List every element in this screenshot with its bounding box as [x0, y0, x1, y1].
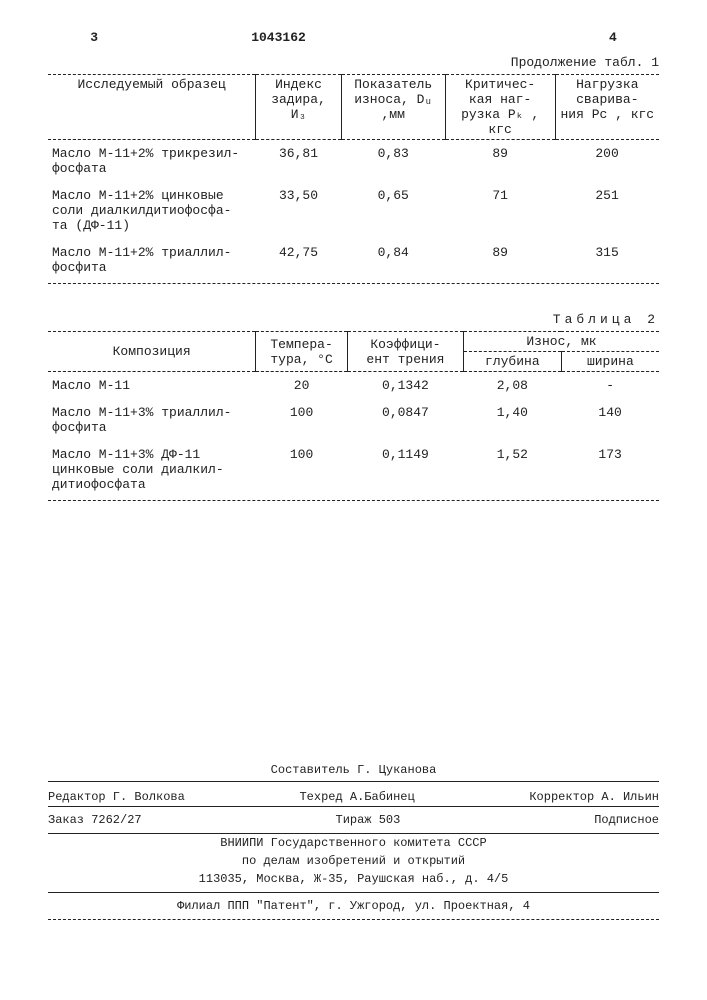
- table-row: Масло М-11+3% триаллил- фосфита 100 0,08…: [48, 399, 659, 441]
- t2-r1-c1: 100: [256, 399, 348, 441]
- page-left: 3: [48, 30, 98, 45]
- footer: Составитель Г. Цуканова Редактор Г. Волк…: [48, 761, 659, 920]
- t2-r1-c3: 1,40: [463, 399, 561, 441]
- table-row: Масло М-11+3% ДФ-11 цинковые соли диалки…: [48, 441, 659, 498]
- t2-r0-c1: 20: [256, 372, 348, 400]
- t2-r0-c2: 0,1342: [347, 372, 463, 400]
- t1-r2-c3: 89: [445, 239, 555, 281]
- t1-r1-c3: 71: [445, 182, 555, 239]
- t1-r1-c4: 251: [555, 182, 659, 239]
- doc-number: 1043162: [98, 30, 459, 45]
- footer-line1: ВНИИПИ Государственного комитета СССР: [48, 834, 659, 852]
- footer-tirazh: Тираж 503: [336, 811, 401, 829]
- footer-line2: по делам изобретений и открытий: [48, 852, 659, 870]
- t2-r2-c2: 0,1149: [347, 441, 463, 498]
- footer-composer: Составитель Г. Цуканова: [48, 761, 659, 779]
- t2-r0-c3: 2,08: [463, 372, 561, 400]
- t1-r2-name: Масло М-11+2% триаллил- фосфита: [48, 239, 256, 281]
- t2-h3: Износ, мк: [463, 332, 659, 352]
- divider: [48, 500, 659, 501]
- t2-sh1: ширина: [561, 352, 659, 372]
- t2-r2-name: Масло М-11+3% ДФ-11 цинковые соли диалки…: [48, 441, 256, 498]
- t2-r2-c1: 100: [256, 441, 348, 498]
- t2-r2-c4: 173: [561, 441, 659, 498]
- continuation-label: Продолжение табл. 1: [48, 55, 659, 70]
- t2-sh0: глубина: [463, 352, 561, 372]
- page: 3 1043162 4 Продолжение табл. 1 Исследуе…: [0, 0, 707, 940]
- t2-r0-c4: -: [561, 372, 659, 400]
- footer-line3: 113035, Москва, Ж-35, Раушская наб., д. …: [48, 870, 659, 893]
- t1-r1-name: Масло М-11+2% цинковые соли диалкилдитио…: [48, 182, 256, 239]
- t2-r1-name: Масло М-11+3% триаллил- фосфита: [48, 399, 256, 441]
- page-numbers: 3 1043162 4: [48, 30, 659, 45]
- t1-h0: Исследуемый образец: [48, 75, 256, 140]
- t1-h3: Критичес- кая наг- рузка Pₖ , кгс: [445, 75, 555, 140]
- t2-r1-c2: 0,0847: [347, 399, 463, 441]
- t2-h0: Композиция: [48, 332, 256, 372]
- t1-h2: Показатель износа, Dᵤ ,мм: [341, 75, 445, 140]
- t1-h4: Нагрузка сварива- ния Pс , кгс: [555, 75, 659, 140]
- t1-r1-c1: 33,50: [256, 182, 342, 239]
- t1-r0-c1: 36,81: [256, 140, 342, 183]
- t1-h1: Индекс задира, И₃: [256, 75, 342, 140]
- footer-line4: Филиал ППП "Патент", г. Ужгород, ул. Про…: [48, 893, 659, 920]
- t1-r0-c4: 200: [555, 140, 659, 183]
- t2-r0-name: Масло М-11: [48, 372, 256, 400]
- divider: [48, 283, 659, 284]
- footer-order: Заказ 7262/27: [48, 811, 142, 829]
- table-row: Масло М-11 20 0,1342 2,08 -: [48, 372, 659, 400]
- table-row: Масло М-11+2% цинковые соли диалкилдитио…: [48, 182, 659, 239]
- footer-corrector: Корректор А. Ильин: [529, 788, 659, 806]
- t1-r0-name: Масло М-11+2% трикрезил- фосфата: [48, 140, 256, 183]
- t1-r2-c2: 0,84: [341, 239, 445, 281]
- t1-r1-c2: 0,65: [341, 182, 445, 239]
- t2-r2-c3: 1,52: [463, 441, 561, 498]
- t2-h2: Коэффици- ент трения: [347, 332, 463, 372]
- footer-sub: Подписное: [594, 811, 659, 829]
- table-2: Композиция Темпера- тура, °С Коэффици- е…: [48, 331, 659, 498]
- t2-r1-c4: 140: [561, 399, 659, 441]
- table-row: Масло М-11+2% триаллил- фосфита 42,75 0,…: [48, 239, 659, 281]
- footer-tech: Техред А.Бабинец: [299, 788, 414, 806]
- table-row: Масло М-11+2% трикрезил- фосфата 36,81 0…: [48, 140, 659, 183]
- t1-r0-c2: 0,83: [341, 140, 445, 183]
- t1-r0-c3: 89: [445, 140, 555, 183]
- table-1: Исследуемый образец Индекс задира, И₃ По…: [48, 74, 659, 281]
- table-2-caption: Таблица 2: [48, 312, 659, 327]
- page-right: 4: [459, 30, 659, 45]
- t1-r2-c1: 42,75: [256, 239, 342, 281]
- t2-h1: Темпера- тура, °С: [256, 332, 348, 372]
- footer-editor: Редактор Г. Волкова: [48, 788, 185, 806]
- t1-r2-c4: 315: [555, 239, 659, 281]
